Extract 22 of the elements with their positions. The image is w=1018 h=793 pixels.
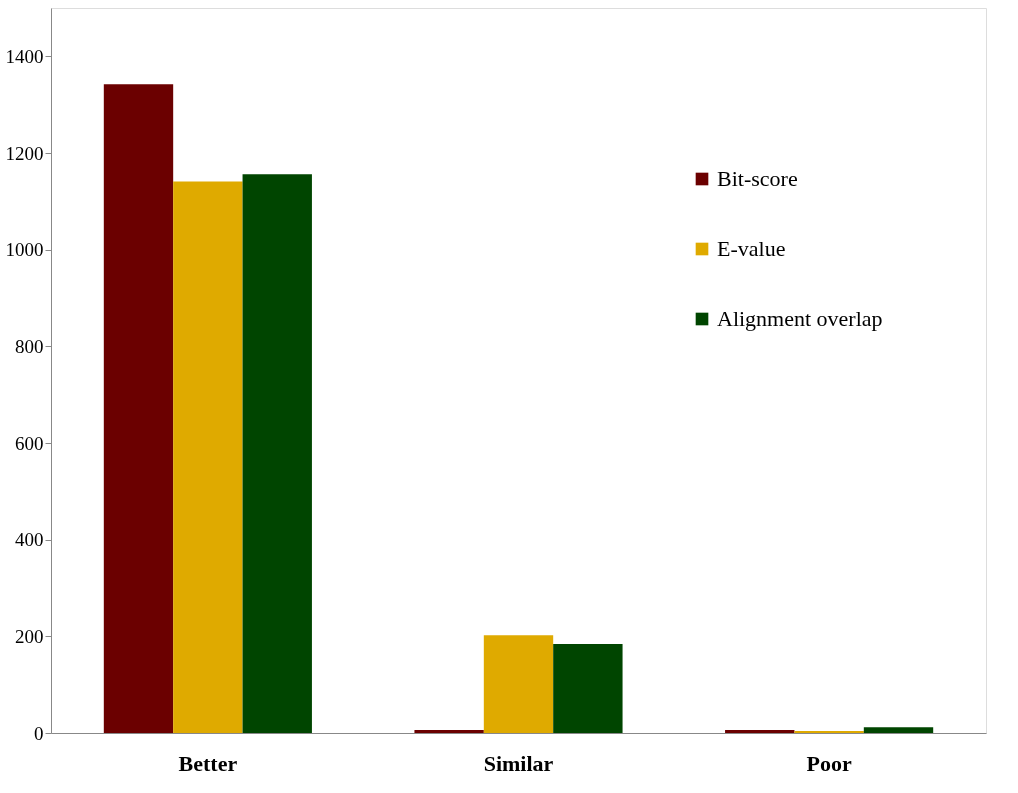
y-tick-label: 0 bbox=[34, 722, 44, 744]
legend-label: E-value bbox=[717, 236, 786, 261]
legend-label: Alignment overlap bbox=[717, 306, 883, 331]
bar bbox=[483, 635, 554, 733]
y-tick-label: 1200 bbox=[5, 142, 44, 164]
bar bbox=[863, 727, 934, 733]
y-tick-label: 400 bbox=[15, 529, 44, 551]
x-tick-label: Better bbox=[178, 750, 238, 776]
y-tick-label: 1000 bbox=[5, 239, 44, 261]
y-tick-label: 800 bbox=[15, 335, 44, 357]
bar bbox=[173, 181, 243, 733]
bar bbox=[553, 644, 623, 733]
bar bbox=[414, 730, 484, 733]
y-tick-label: 200 bbox=[15, 625, 44, 647]
bar bbox=[242, 174, 312, 733]
x-tick-label: Poor bbox=[806, 750, 852, 776]
y-tick-label: 600 bbox=[15, 432, 44, 454]
x-tick-label: Similar bbox=[483, 750, 554, 776]
bar bbox=[103, 84, 174, 733]
legend-label: Bit-score bbox=[717, 166, 798, 191]
bar bbox=[725, 730, 795, 733]
y-tick-label: 1400 bbox=[5, 45, 44, 67]
